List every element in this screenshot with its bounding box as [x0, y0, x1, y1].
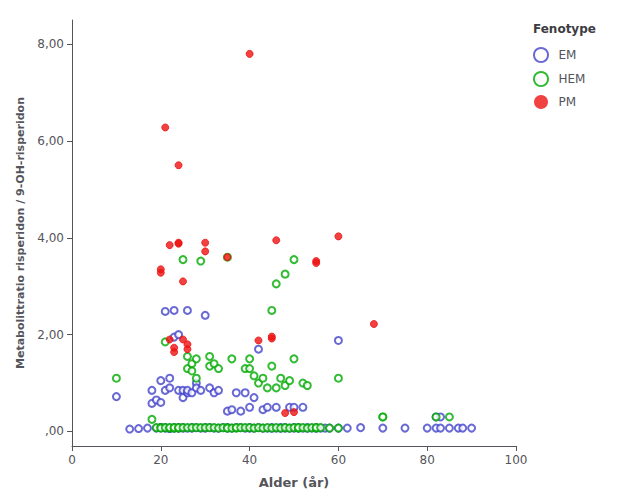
svg-text:100: 100 — [505, 453, 528, 467]
svg-text:2,00: 2,00 — [37, 328, 64, 342]
svg-text:HEM: HEM — [559, 72, 586, 86]
svg-text:PM: PM — [559, 95, 577, 109]
svg-text:0: 0 — [68, 453, 76, 467]
svg-text:EM: EM — [559, 48, 577, 62]
svg-text:Fenotype: Fenotype — [533, 22, 596, 36]
svg-text:40: 40 — [242, 453, 257, 467]
svg-text:80: 80 — [420, 453, 435, 467]
svg-text:,00: ,00 — [45, 424, 64, 438]
svg-text:4,00: 4,00 — [37, 231, 64, 245]
svg-text:60: 60 — [331, 453, 346, 467]
svg-text:Metabolittratio risperidon / 9: Metabolittratio risperidon / 9-OH-risper… — [14, 97, 27, 369]
svg-text:20: 20 — [153, 453, 168, 467]
svg-text:8,00: 8,00 — [37, 37, 64, 51]
svg-text:Alder (år): Alder (år) — [259, 475, 330, 490]
svg-text:6,00: 6,00 — [37, 134, 64, 148]
